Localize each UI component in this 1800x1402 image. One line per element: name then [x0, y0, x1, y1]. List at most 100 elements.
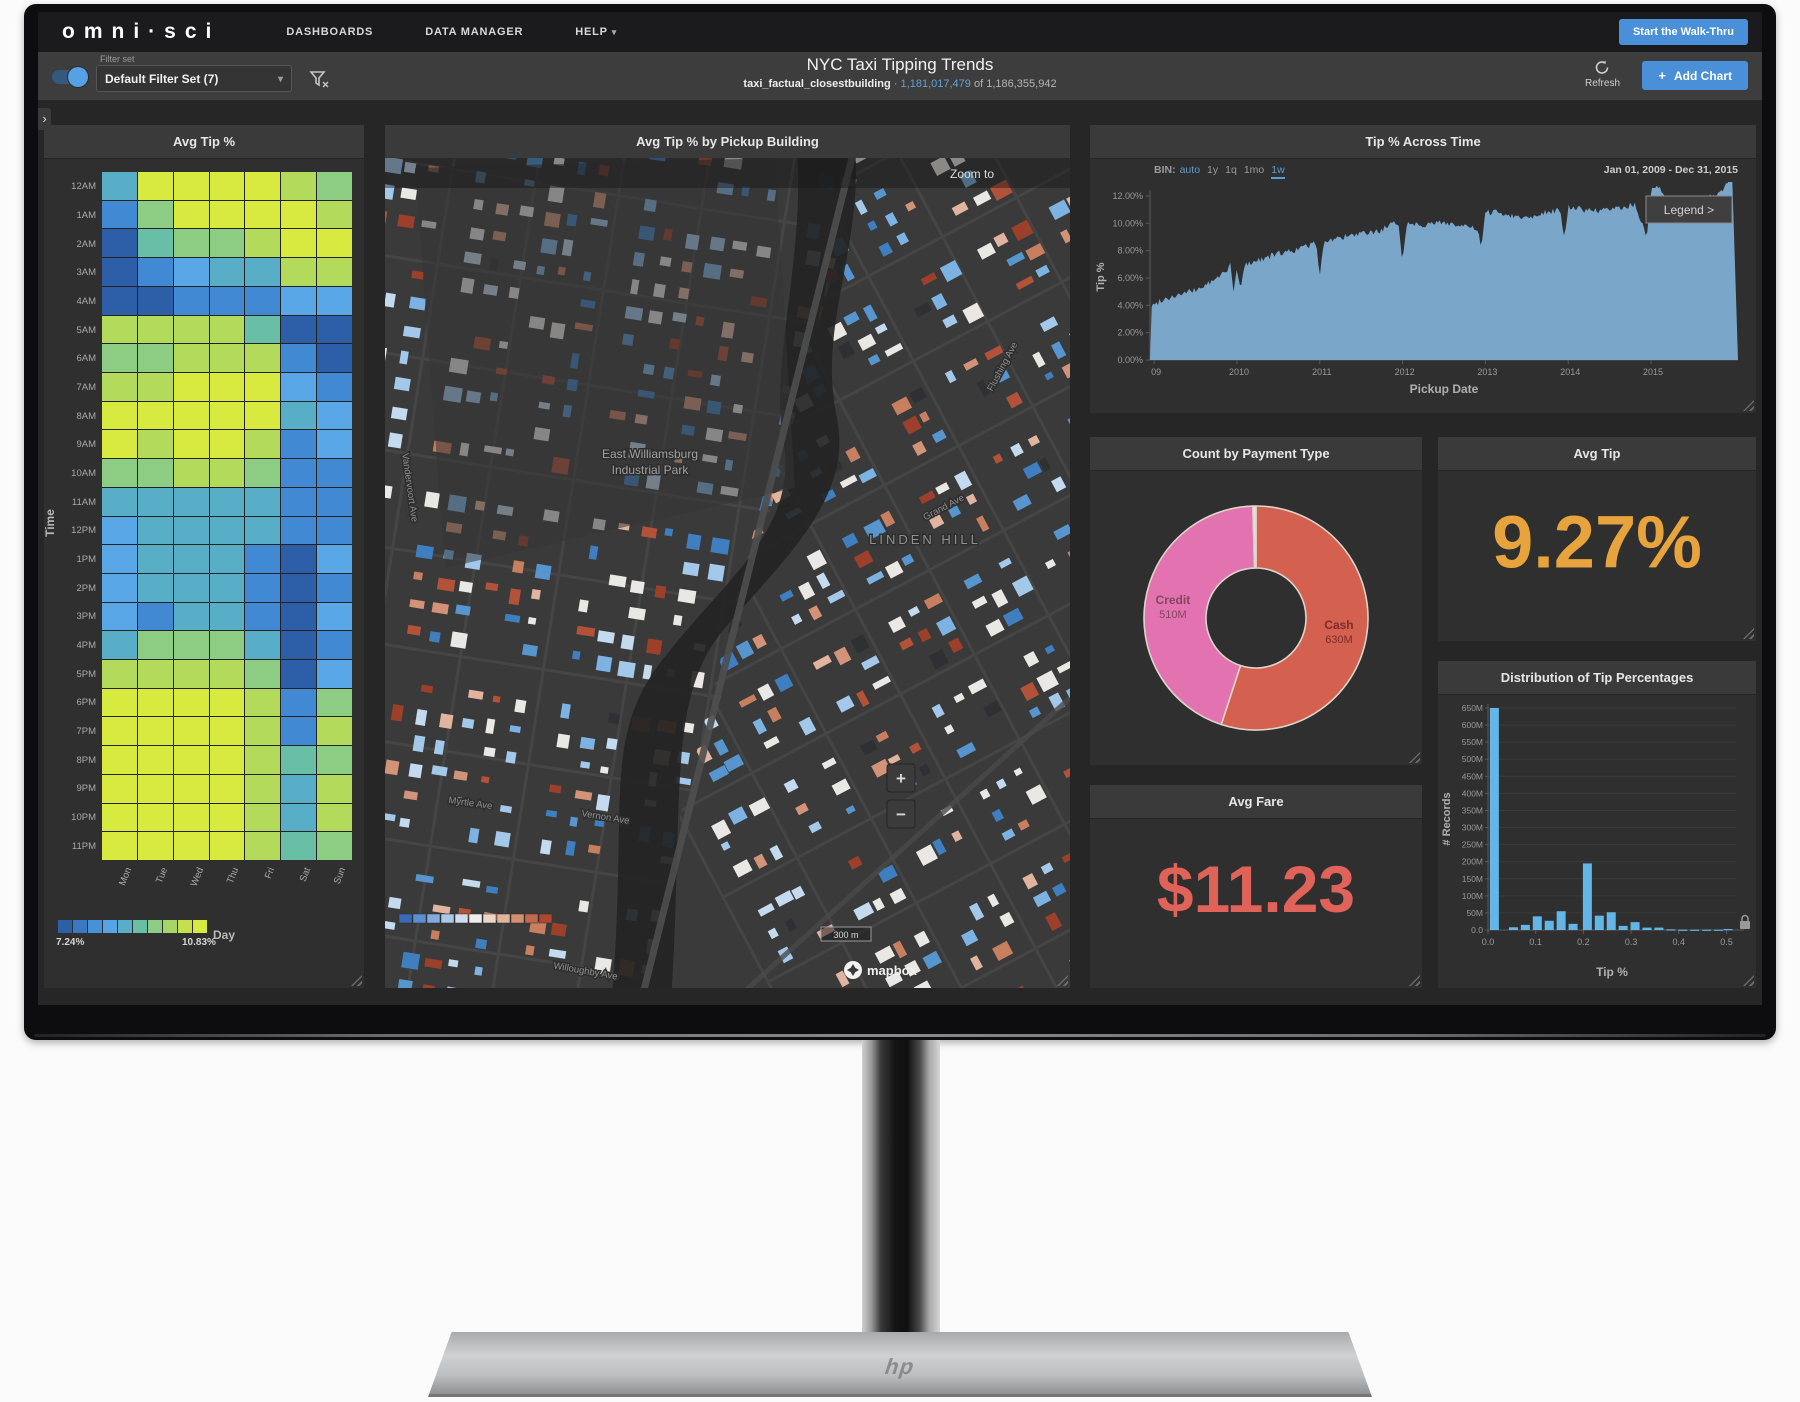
heatmap-cell[interactable]: [245, 631, 281, 660]
nav-item-dashboards[interactable]: DASHBOARDS: [286, 26, 374, 38]
refresh-button[interactable]: Refresh: [1585, 60, 1620, 89]
heatmap-cell[interactable]: [317, 315, 352, 344]
heatmap-cell[interactable]: [317, 631, 352, 660]
heatmap-cell[interactable]: [137, 459, 173, 487]
heatmap-cell[interactable]: [245, 832, 281, 860]
heatmap-cell[interactable]: [137, 229, 173, 258]
heatmap-cell[interactable]: [281, 172, 317, 200]
time-series-chart[interactable]: 0.00% 2.00% 4.00% 6.00% 8.00% 10.00% 12.00% 09 2…: [1090, 177, 1756, 413]
heatmap-cell[interactable]: [281, 344, 317, 372]
heatmap-cell[interactable]: [317, 516, 352, 545]
legend-button[interactable]: [1645, 195, 1733, 224]
heatmap-cell[interactable]: [209, 573, 245, 602]
heatmap-cell[interactable]: [281, 229, 317, 258]
expand-panel-chevron[interactable]: ›: [38, 108, 51, 130]
heatmap-cell[interactable]: [137, 372, 173, 401]
heatmap-cell[interactable]: [209, 459, 245, 487]
heatmap-cell[interactable]: [209, 258, 245, 286]
heatmap-cell[interactable]: [102, 631, 137, 660]
nav-item-data-manager[interactable]: DATA MANAGER: [425, 26, 524, 38]
heatmap-cell[interactable]: [317, 573, 352, 602]
heatmap-cell[interactable]: [173, 774, 209, 803]
heatmap-cell[interactable]: [317, 258, 352, 286]
heatmap-cell[interactable]: [209, 774, 245, 803]
heatmap-cell[interactable]: [245, 688, 281, 717]
bin-selector[interactable]: BIN: auto 1y 1q 1mo 1w Jan 01, 2009 - Dec 31,…: [1154, 164, 1738, 182]
heatmap-cell[interactable]: [317, 286, 352, 315]
heatmap-cell[interactable]: [173, 717, 209, 746]
lock-icon[interactable]: [1740, 914, 1750, 930]
heatmap-cell[interactable]: [209, 602, 245, 631]
heatmap-cell[interactable]: [245, 229, 281, 258]
heatmap-cell[interactable]: [209, 803, 245, 832]
heatmap-cell[interactable]: [173, 631, 209, 660]
heatmap-cell[interactable]: [317, 545, 352, 573]
heatmap-cell[interactable]: [209, 660, 245, 688]
zoom-to-button[interactable]: Zoom to: [950, 167, 994, 181]
heatmap-cell[interactable]: [173, 688, 209, 717]
heatmap-cell[interactable]: [102, 746, 137, 774]
bin-option-1mo[interactable]: 1mo: [1243, 164, 1265, 176]
heatmap-cell[interactable]: [137, 746, 173, 774]
heatmap-cell[interactable]: [281, 430, 317, 459]
heatmap-cell[interactable]: [281, 602, 317, 631]
start-walkthru-button[interactable]: Start the Walk-Thru: [1618, 19, 1748, 45]
heatmap-cell[interactable]: [245, 660, 281, 688]
heatmap-cell[interactable]: [245, 602, 281, 631]
heatmap-cell[interactable]: [245, 516, 281, 545]
filter-set-dropdown[interactable]: Default Filter Set (7) ▾: [96, 65, 292, 92]
heatmap-cell[interactable]: [173, 602, 209, 631]
heatmap-cell[interactable]: [137, 516, 173, 545]
heatmap-cell[interactable]: [173, 832, 209, 860]
heatmap-cell[interactable]: [245, 401, 281, 430]
heatmap-cell[interactable]: [137, 602, 173, 631]
heatmap-cell[interactable]: [245, 286, 281, 315]
heatmap-cell[interactable]: [209, 631, 245, 660]
heatmap-cell[interactable]: [317, 430, 352, 459]
heatmap-cell[interactable]: [281, 372, 317, 401]
heatmap-cell[interactable]: [317, 660, 352, 688]
heatmap-cell[interactable]: [281, 746, 317, 774]
date-range[interactable]: Jan 01, 2009 - Dec 31, 2015: [1603, 164, 1738, 176]
resize-handle[interactable]: [1743, 628, 1754, 639]
heatmap-cell[interactable]: [317, 803, 352, 832]
heatmap-cell[interactable]: [173, 372, 209, 401]
heatmap-cell[interactable]: [102, 573, 137, 602]
heatmap-cell[interactable]: [317, 401, 352, 430]
bin-option-auto[interactable]: auto: [1179, 164, 1201, 176]
heatmap-cell[interactable]: [173, 459, 209, 487]
heatmap-cell[interactable]: [281, 717, 317, 746]
heatmap-cell[interactable]: [102, 372, 137, 401]
heatmap-cell[interactable]: [245, 200, 281, 229]
heatmap-cell[interactable]: [137, 258, 173, 286]
resize-handle[interactable]: [1409, 752, 1420, 763]
heatmap-cell[interactable]: [281, 315, 317, 344]
mapbox-logo[interactable]: mapbox: [844, 961, 918, 979]
heatmap-cell[interactable]: [245, 573, 281, 602]
heatmap-cell[interactable]: [317, 746, 352, 774]
histogram-chart[interactable]: 0.0 50M 100M 150M 200M 250M 300M 350M 400M 450M 50…: [1438, 694, 1756, 988]
heatmap-cell[interactable]: [173, 430, 209, 459]
heatmap-cell[interactable]: [245, 172, 281, 200]
heatmap-cell[interactable]: [281, 803, 317, 832]
heatmap-cell[interactable]: [102, 459, 137, 487]
heatmap-cell[interactable]: [102, 229, 137, 258]
heatmap-grid[interactable]: [102, 172, 352, 860]
resize-handle[interactable]: [1743, 400, 1754, 411]
heatmap-cell[interactable]: [102, 717, 137, 746]
heatmap-cell[interactable]: [245, 774, 281, 803]
heatmap-cell[interactable]: [281, 516, 317, 545]
map-canvas[interactable]: East Williamsburg Industrial Park LINDEN H…: [385, 158, 1070, 988]
heatmap-cell[interactable]: [102, 315, 137, 344]
heatmap-cell[interactable]: [137, 200, 173, 229]
heatmap-cell[interactable]: [317, 459, 352, 487]
heatmap-cell[interactable]: [173, 172, 209, 200]
heatmap-cell[interactable]: [209, 688, 245, 717]
donut-segment-Credit[interactable]: [1143, 505, 1256, 726]
heatmap-cell[interactable]: [137, 286, 173, 315]
heatmap-cell[interactable]: [317, 717, 352, 746]
resize-handle[interactable]: [1409, 975, 1420, 986]
heatmap-cell[interactable]: [102, 803, 137, 832]
heatmap-cell[interactable]: [281, 573, 317, 602]
resize-handle[interactable]: [351, 975, 362, 986]
